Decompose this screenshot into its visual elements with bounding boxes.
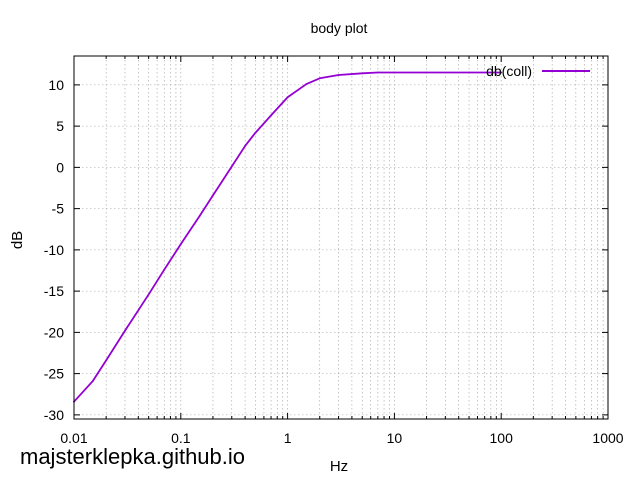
data-point — [147, 293, 150, 296]
data-point — [318, 77, 321, 80]
y-tick-label: -10 — [44, 242, 64, 258]
data-point — [361, 72, 364, 75]
data-point — [124, 329, 126, 332]
x-tick-label: 0.01 — [60, 430, 87, 446]
x-tick-label: 100 — [490, 430, 514, 446]
y-tick-label: -15 — [44, 283, 64, 299]
data-point — [91, 380, 94, 382]
watermark: majsterklepka.github.io — [20, 444, 246, 469]
data-point — [500, 71, 503, 74]
y-axis: 10 5 0 -5 -10 -15 -20 -25 -30 — [44, 77, 608, 423]
legend: db(coll) — [486, 63, 590, 79]
y-axis-label: dB — [9, 231, 26, 249]
x-axis-label: Hz — [330, 458, 348, 475]
chart-title: body plot — [311, 20, 368, 36]
x-axis: 0.01 0.1 1 10 100 1000 — [60, 56, 624, 446]
x-tick-label: 10 — [387, 430, 403, 446]
data-point — [337, 74, 340, 76]
data-point — [105, 359, 108, 362]
y-tick-label: -25 — [44, 366, 64, 382]
data-point — [198, 215, 201, 217]
data-point — [163, 268, 166, 271]
x-tick-label: 0.1 — [171, 430, 191, 446]
y-tick-label: -20 — [44, 324, 64, 340]
y-tick-label: 0 — [56, 159, 64, 175]
y-tick-label: 5 — [56, 118, 64, 134]
data-point — [179, 243, 182, 246]
legend-label: db(coll) — [486, 63, 532, 79]
y-tick-label: 10 — [48, 77, 64, 93]
plot-frame — [73, 55, 609, 420]
data-point — [425, 71, 428, 74]
y-tick-label: -5 — [52, 201, 65, 217]
x-tick-label: 1000 — [592, 430, 623, 446]
data-point — [254, 131, 257, 134]
data-point — [468, 71, 470, 74]
data-point — [244, 145, 247, 147]
data-point — [286, 96, 289, 99]
data-point — [393, 71, 396, 74]
y-tick-label: -30 — [44, 407, 64, 423]
data-point — [212, 194, 214, 197]
data-point — [305, 83, 308, 85]
data-point — [230, 165, 233, 168]
data-point — [376, 71, 379, 74]
x-tick-label: 1 — [284, 430, 292, 446]
grid — [74, 56, 608, 419]
data-point — [270, 114, 272, 117]
